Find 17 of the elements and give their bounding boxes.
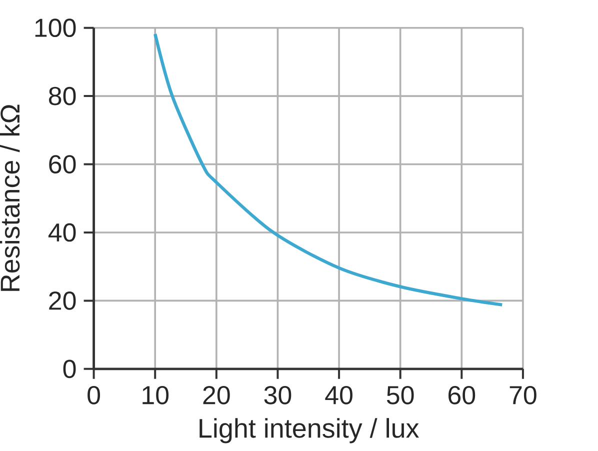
- x-tick-label: 0: [88, 386, 100, 404]
- x-axis-title: Light intensity / lux: [200, 418, 419, 444]
- y-tick-label: 40: [48, 223, 76, 242]
- x-tick-label: 20: [203, 386, 230, 404]
- y-tick-label: 100: [35, 18, 76, 37]
- x-tick-label: 40: [325, 386, 352, 404]
- y-tick-label: 0: [63, 360, 76, 378]
- x-tick-label: 30: [264, 386, 292, 404]
- y-axis-title: Resistance / kΩ: [0, 104, 20, 291]
- y-tick-label: 80: [48, 86, 76, 106]
- x-tick-label: 50: [386, 386, 414, 404]
- x-tick-label: 10: [142, 386, 169, 404]
- y-tick-label: 20: [49, 291, 76, 310]
- y-tick-label: 60: [49, 154, 76, 174]
- x-tick-label: 70: [510, 386, 536, 404]
- x-tick-label: 60: [448, 386, 476, 404]
- line-series: [154, 32, 504, 306]
